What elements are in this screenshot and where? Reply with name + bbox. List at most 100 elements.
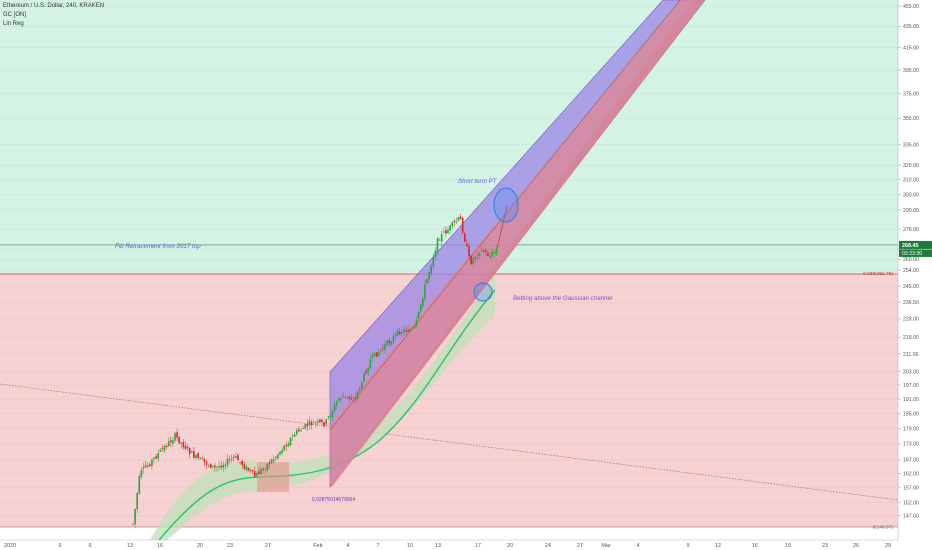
candle-body <box>159 449 162 452</box>
candle-body <box>409 329 411 332</box>
candle-body <box>350 398 353 400</box>
symbol-title[interactable]: Ethereum / U.S. Dollar, 240, KRAKEN <box>3 3 105 9</box>
fib-0236-label: 0.236(251.78) <box>863 271 893 277</box>
linreg-start-label: 0.92875014079064 <box>312 497 355 503</box>
support-circle <box>473 282 493 302</box>
candle-body <box>270 459 273 463</box>
candle-body <box>428 272 430 280</box>
y-tick-label: 455.00 <box>903 4 919 10</box>
x-tick-label: 26 <box>853 543 859 549</box>
price-tag <box>899 240 932 249</box>
indicator-linreg-label[interactable]: Lin Reg <box>3 21 24 27</box>
candle-body <box>422 298 424 307</box>
x-tick-label: 6 <box>59 543 62 549</box>
price-tag-value: 268.45 <box>902 243 919 249</box>
candle-body <box>302 428 304 429</box>
candle-body <box>413 326 416 328</box>
candle-body <box>491 251 493 257</box>
y-tick-label: 179.00 <box>903 426 919 432</box>
y-tick-label: 310.00 <box>903 178 919 184</box>
candle-body <box>308 420 311 425</box>
y-tick-label: 162.00 <box>903 471 919 477</box>
x-tick-label: 20 <box>507 543 513 549</box>
candle-body <box>312 422 315 424</box>
candle-body <box>380 349 382 352</box>
candle-body <box>199 457 201 460</box>
candle-body <box>359 388 361 391</box>
candle-body <box>415 320 418 327</box>
x-tick-label: 13 <box>435 543 441 549</box>
y-tick-label: 157.00 <box>903 486 919 492</box>
candle-body <box>226 458 229 466</box>
candle-body <box>451 222 453 227</box>
candle-body <box>352 400 355 402</box>
y-tick-label: 375.00 <box>903 91 919 97</box>
candle-body <box>342 396 344 398</box>
x-tick-label: 16 <box>752 543 758 549</box>
candle-body <box>233 456 235 458</box>
indicator-gaussian-label[interactable]: GC [ON] <box>3 12 27 18</box>
candle-body <box>165 445 168 448</box>
candle-body <box>394 333 397 336</box>
candle-body <box>464 233 466 242</box>
candle-body <box>457 217 460 221</box>
y-tick-label: 335.00 <box>903 142 919 148</box>
long-trend-line <box>0 383 899 501</box>
candle-body <box>447 229 449 234</box>
y-tick-label: 254.00 <box>903 268 919 274</box>
candle-body <box>186 447 189 448</box>
candle-body <box>346 396 348 398</box>
candle-body <box>485 250 487 252</box>
fib-0-label: 0(148.97) <box>872 525 893 531</box>
x-axis-bg <box>0 540 932 550</box>
candle-body <box>163 446 166 451</box>
candle-body <box>419 304 422 311</box>
candle-body <box>440 234 443 242</box>
y-tick-label: 203.00 <box>903 369 919 375</box>
x-tick-label: 17 <box>475 543 481 549</box>
y-tick-label: 147.60 <box>903 514 919 520</box>
candle-body <box>304 424 306 429</box>
candle-body <box>268 462 271 464</box>
linreg-lower-band <box>330 0 705 487</box>
candle-body <box>373 353 376 356</box>
y-tick-label: 152.00 <box>903 500 919 506</box>
candle-body <box>365 371 367 374</box>
candle-body <box>466 243 468 247</box>
x-tick-label: 20 <box>197 543 203 549</box>
candle-body <box>493 252 495 253</box>
candle-body <box>220 465 222 468</box>
candle-body <box>432 257 435 267</box>
candle-body <box>132 523 134 525</box>
y-tick-label: 167.00 <box>903 458 919 464</box>
candle-body <box>438 239 441 241</box>
candle-body <box>212 465 214 467</box>
candle-body <box>461 218 464 233</box>
candle-body <box>459 216 462 220</box>
candle-body <box>403 329 405 333</box>
candle-body <box>201 458 204 460</box>
candle-body <box>155 456 157 459</box>
candle-body <box>207 465 210 467</box>
candle-body <box>277 454 279 459</box>
y-tick-label: 191.00 <box>903 397 919 403</box>
candle-body <box>228 459 231 461</box>
candle-body <box>296 430 298 435</box>
x-tick-label: 27 <box>577 543 583 549</box>
x-tick-label: 27 <box>265 543 271 549</box>
candle-body <box>243 464 246 469</box>
candle-body <box>306 424 309 427</box>
x-tick-label: Mar <box>601 543 610 549</box>
candle-body <box>146 465 149 467</box>
y-tick-label: 435.00 <box>903 24 919 30</box>
y-axis-ticks: 455.00 435.00 415.00 395.00 375.00 355.00 335.… <box>898 4 919 520</box>
candle-body <box>275 456 277 459</box>
candle-body <box>417 311 420 319</box>
candle-body <box>340 398 342 400</box>
candle-body <box>214 465 216 468</box>
betting-annotation: Betting above the Gaussian channel <box>513 295 613 302</box>
y-tick-label: 185.00 <box>903 411 919 417</box>
candle-body <box>239 462 241 463</box>
